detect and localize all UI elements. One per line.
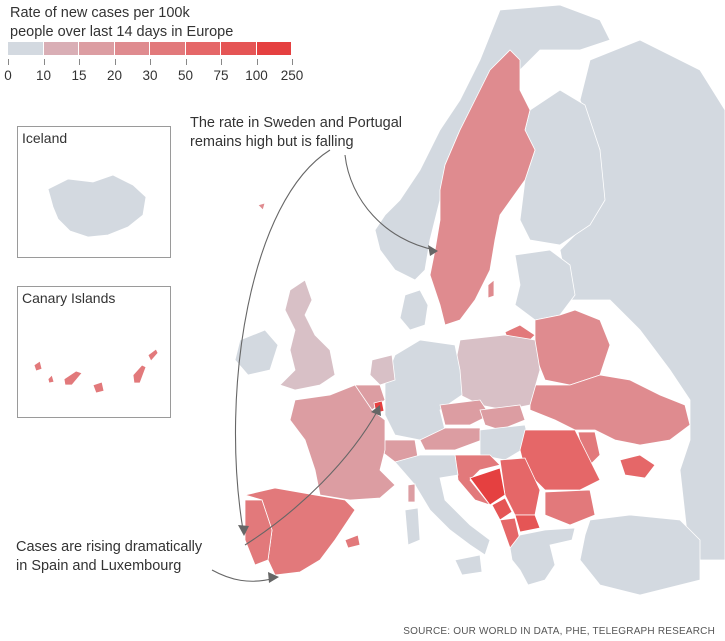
italy-region xyxy=(394,454,491,556)
canary-island-5 xyxy=(132,364,147,384)
gotland-region xyxy=(487,279,495,299)
arrowhead-portugal xyxy=(238,525,249,536)
france-region xyxy=(289,384,396,501)
legend-label: 100 xyxy=(245,68,268,83)
legend-label: 10 xyxy=(35,68,52,83)
norway-region xyxy=(374,4,611,281)
arrowhead-luxembourg xyxy=(371,405,381,416)
canary-island-1 xyxy=(33,360,43,372)
canary-inset-title: Canary Islands xyxy=(22,290,116,306)
legend-tick xyxy=(150,59,151,65)
annotation-spain-luxembourg-line-1: Cases are rising dramatically xyxy=(16,539,203,555)
faroe-mark xyxy=(257,202,266,211)
sweden-region xyxy=(429,49,536,326)
canary-shape-svg xyxy=(33,348,159,394)
bosnia-region xyxy=(469,467,506,506)
sardinia-region xyxy=(404,507,421,546)
legend-label: 50 xyxy=(177,68,194,83)
balearic-region xyxy=(344,534,361,549)
belarus-region xyxy=(534,309,611,386)
annotation-spain-luxembourg: Cases are rising dramatically in Spain a… xyxy=(16,538,202,576)
arrow-to-portugal xyxy=(234,149,331,531)
arrow-to-spain xyxy=(211,569,276,582)
legend-swatch xyxy=(8,42,43,55)
legend-label: 15 xyxy=(71,68,87,83)
poland-region xyxy=(454,334,541,411)
iceland-shape-svg xyxy=(47,174,147,238)
legend-swatch xyxy=(185,42,220,55)
croatia-region xyxy=(454,454,501,506)
arrowhead-spain xyxy=(268,572,279,583)
montenegro-region xyxy=(491,497,513,521)
legend-tick xyxy=(43,59,45,65)
legend-label: 75 xyxy=(213,68,229,83)
legend-swatch xyxy=(79,42,114,55)
map-title-line-1: Rate of new cases per 100k xyxy=(10,5,190,21)
legend-tick xyxy=(221,59,222,65)
annotation-spain-luxembourg-line-2: in Spain and Luxembourg xyxy=(16,558,182,574)
uk-region xyxy=(279,279,336,391)
annotation-sweden-portugal-line-2: remains high but is falling xyxy=(190,134,354,150)
sicily-region xyxy=(454,554,483,576)
legend-tick xyxy=(8,59,9,65)
map-title: Rate of new cases per 100k people over l… xyxy=(10,4,233,42)
legend-tick xyxy=(256,59,258,65)
legend-tick xyxy=(114,59,116,65)
annotation-sweden-portugal: The rate in Sweden and Portugal remains … xyxy=(190,114,402,152)
legend-tick xyxy=(79,59,80,65)
north-macedonia-region xyxy=(514,514,541,533)
canary-island-4 xyxy=(92,381,105,394)
annotation-sweden-portugal-line-1: The rate in Sweden and Portugal xyxy=(190,115,402,131)
czechia-region xyxy=(439,399,491,426)
ireland-region xyxy=(234,329,279,376)
legend-swatch xyxy=(114,42,149,55)
crimea-region xyxy=(619,454,656,479)
canary-island-6 xyxy=(147,348,159,362)
portugal-region xyxy=(244,499,273,566)
legend-swatch xyxy=(43,42,78,55)
source-credit: SOURCE: OUR WORLD IN DATA, PHE, TELEGRAP… xyxy=(403,626,715,637)
legend-swatch xyxy=(221,42,256,55)
denmark-region xyxy=(399,289,429,331)
slovakia-region xyxy=(479,404,526,431)
canary-inset: Canary Islands xyxy=(17,286,171,418)
canary-island-3 xyxy=(63,370,83,386)
legend-label: 0 xyxy=(4,68,12,83)
germany-region xyxy=(384,339,463,441)
iceland-shape xyxy=(47,174,147,238)
corsica-region xyxy=(407,483,416,503)
hungary-region xyxy=(479,424,531,461)
ukraine-region xyxy=(529,374,691,446)
map-title-line-2: people over last 14 days in Europe xyxy=(10,24,234,40)
greece-region xyxy=(509,527,576,586)
legend-label: 20 xyxy=(106,68,123,83)
annotation-arrows xyxy=(211,149,436,582)
bulgaria-region xyxy=(544,489,596,526)
iceland-inset-title: Iceland xyxy=(22,130,68,146)
arrow-heads xyxy=(238,245,438,583)
iceland-inset: Iceland xyxy=(17,126,171,258)
legend-tick xyxy=(292,59,293,65)
legend-label: 250 xyxy=(280,68,304,83)
legend-tick xyxy=(185,59,187,65)
arrow-to-luxembourg xyxy=(244,409,379,546)
arrow-to-sweden xyxy=(344,154,436,251)
color-legend: 0 10 15 20 30 50 75 100 250 xyxy=(0,40,310,90)
netherlands-region xyxy=(369,354,396,386)
legend-swatch xyxy=(150,42,185,55)
legend-label: 30 xyxy=(142,68,158,83)
arrowhead-sweden xyxy=(428,245,438,256)
legend-swatch xyxy=(256,42,291,55)
turkey-region xyxy=(579,514,701,596)
canary-island-2 xyxy=(47,374,55,384)
romania-region xyxy=(519,429,601,491)
